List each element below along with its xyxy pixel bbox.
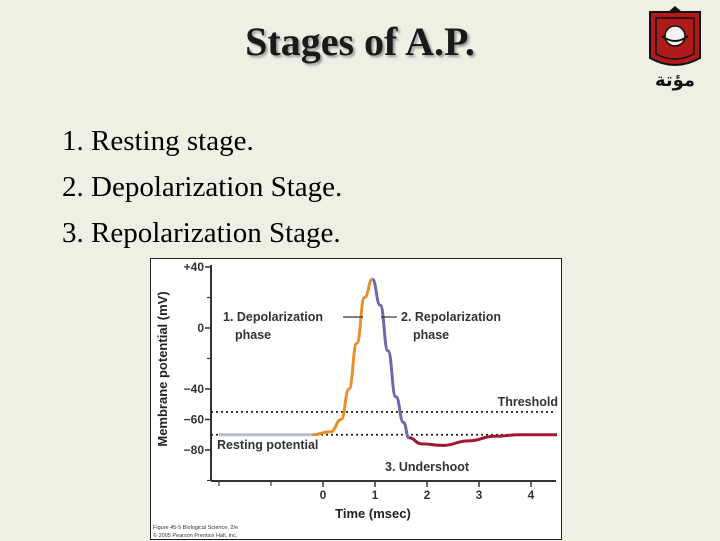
action-potential-chart: +40 0 −40 −60 −80 0 1 2 3 4 Membrane potential (… — [153, 260, 558, 539]
depolarization-label: 1. Depolarization — [223, 310, 323, 324]
repolarization-label: 2. Repolarization — [401, 310, 501, 324]
figure-credit-line2: © 2005 Pearson Prentice Hall, Inc. — [153, 532, 238, 539]
y-axis-label: Membrane potential (mV) — [155, 291, 170, 446]
depolarization-curve — [312, 277, 374, 437]
y-tick-label: +40 — [184, 260, 205, 274]
figure-credit-line1: Figure 45-5 Biological Science, 2/e — [153, 525, 238, 531]
action-potential-figure: +40 0 −40 −60 −80 0 1 2 3 4 Membrane potential (… — [150, 258, 562, 540]
slide-title: Stages of A.P. — [245, 19, 475, 64]
threshold-label: Threshold — [498, 395, 558, 409]
x-axis-label: Time (msec) — [335, 506, 411, 521]
stage-item-depolarization: 2. Depolarization Stage. — [62, 171, 343, 203]
stage-item-repolarization: 3. Repolarization Stage. — [62, 217, 341, 249]
resting-potential-label: Resting potential — [217, 438, 318, 452]
y-tick-label: 0 — [197, 321, 204, 335]
stage-item-resting: 1. Resting stage. — [62, 125, 254, 157]
repolarization-label-phase: phase — [413, 328, 449, 342]
y-tick-label: −80 — [184, 443, 205, 457]
logo-text: مؤتة — [655, 70, 695, 91]
x-tick-label: 2 — [424, 488, 431, 502]
x-tick-label: 4 — [528, 488, 535, 502]
x-tick-label: 0 — [320, 488, 327, 502]
x-tick-label: 3 — [476, 488, 483, 502]
undershoot-label: 3. Undershoot — [385, 460, 470, 474]
stage-list: 1. Resting stage. 2. Depolarization Stag… — [62, 118, 342, 256]
y-tick-label: −60 — [184, 413, 205, 427]
y-tick-label: −40 — [184, 382, 205, 396]
x-tick-label: 1 — [372, 488, 379, 502]
undershoot-curve — [408, 433, 557, 447]
university-logo: مؤتة — [649, 6, 701, 91]
repolarization-curve — [370, 277, 411, 440]
depolarization-label-phase: phase — [235, 328, 271, 342]
